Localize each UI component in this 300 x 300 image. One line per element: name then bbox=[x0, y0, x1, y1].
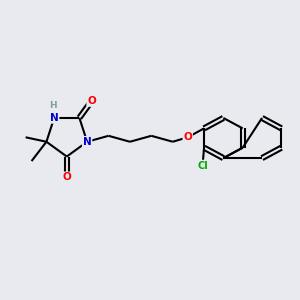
Text: O: O bbox=[87, 96, 96, 106]
Text: O: O bbox=[183, 132, 192, 142]
Text: N: N bbox=[50, 113, 58, 123]
Text: Cl: Cl bbox=[197, 160, 208, 170]
Text: H: H bbox=[49, 101, 56, 110]
Text: N: N bbox=[83, 137, 92, 147]
Text: O: O bbox=[62, 172, 71, 182]
